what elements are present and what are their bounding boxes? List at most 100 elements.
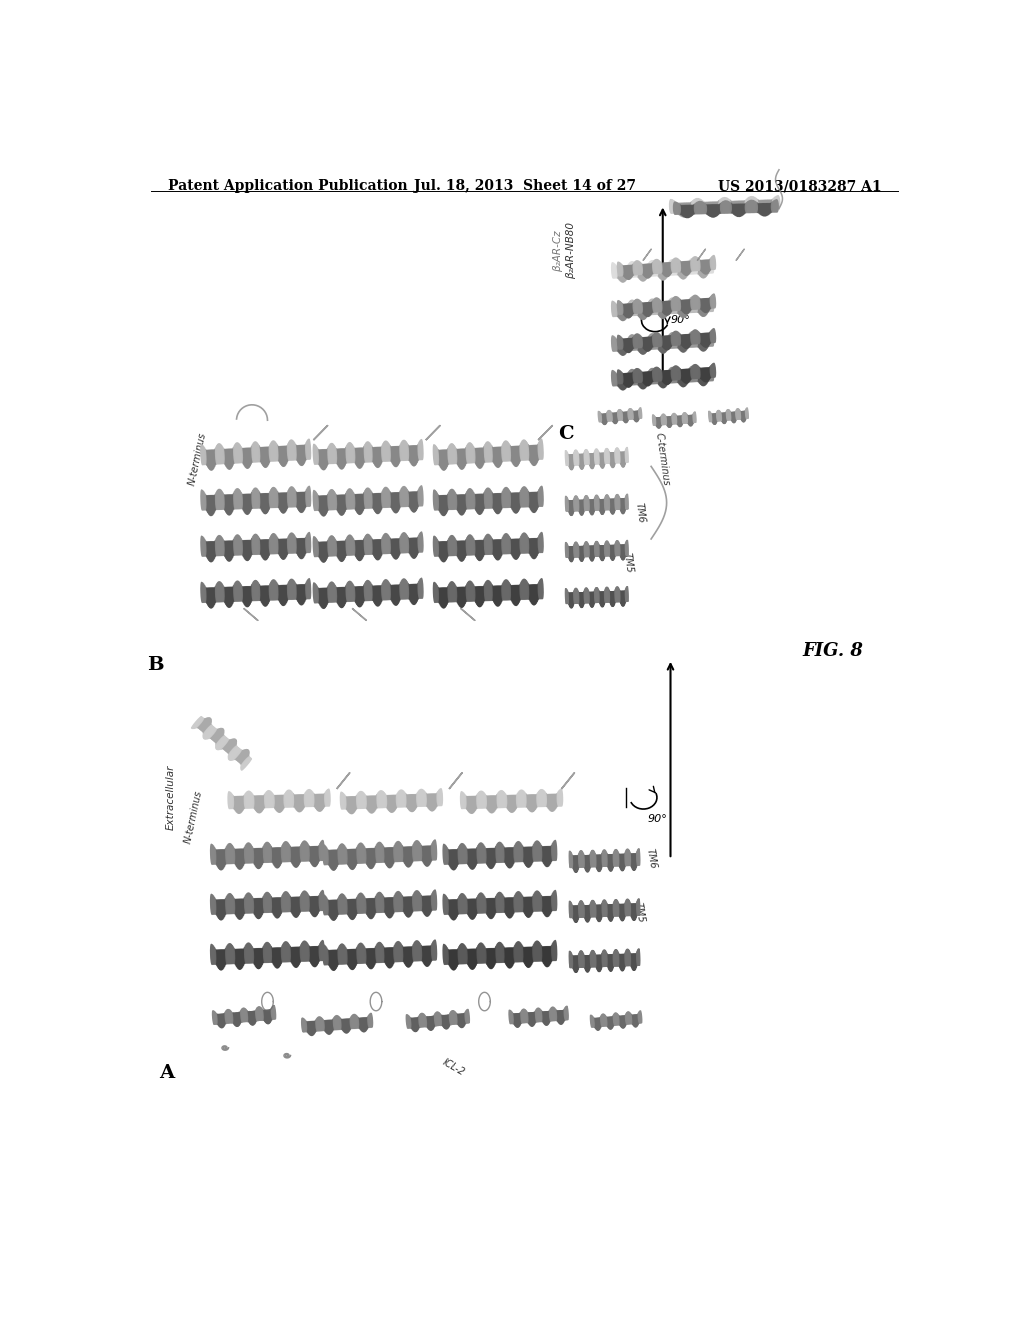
Ellipse shape (703, 335, 706, 351)
Ellipse shape (627, 495, 628, 510)
Ellipse shape (617, 305, 621, 318)
Ellipse shape (309, 1022, 311, 1035)
Ellipse shape (615, 949, 617, 966)
Ellipse shape (581, 950, 582, 968)
Ellipse shape (598, 451, 600, 463)
Ellipse shape (428, 1016, 431, 1030)
Ellipse shape (367, 442, 369, 462)
Ellipse shape (253, 536, 255, 554)
Ellipse shape (648, 371, 650, 384)
Ellipse shape (613, 1015, 615, 1026)
Ellipse shape (238, 949, 240, 969)
Ellipse shape (672, 370, 674, 380)
Ellipse shape (230, 495, 232, 512)
Ellipse shape (209, 541, 212, 562)
Ellipse shape (573, 906, 574, 920)
Ellipse shape (453, 950, 455, 970)
Ellipse shape (682, 300, 684, 313)
Ellipse shape (333, 950, 335, 970)
Ellipse shape (355, 449, 357, 466)
Ellipse shape (730, 412, 732, 420)
Ellipse shape (584, 906, 585, 917)
Ellipse shape (575, 496, 577, 511)
Ellipse shape (633, 854, 634, 870)
Ellipse shape (346, 899, 348, 913)
Ellipse shape (580, 454, 581, 469)
Ellipse shape (516, 494, 519, 512)
Ellipse shape (240, 849, 243, 869)
Ellipse shape (344, 495, 346, 510)
Ellipse shape (329, 491, 331, 510)
Ellipse shape (631, 409, 632, 420)
Ellipse shape (234, 1012, 237, 1027)
Ellipse shape (477, 541, 479, 560)
Ellipse shape (307, 1022, 309, 1034)
Ellipse shape (382, 491, 384, 507)
Ellipse shape (451, 1012, 453, 1024)
Ellipse shape (528, 492, 530, 507)
Ellipse shape (544, 846, 546, 865)
Ellipse shape (478, 845, 480, 863)
Ellipse shape (620, 451, 621, 463)
Ellipse shape (449, 585, 451, 602)
Ellipse shape (601, 591, 602, 607)
Ellipse shape (250, 447, 252, 465)
Ellipse shape (511, 1012, 513, 1023)
Ellipse shape (410, 946, 413, 964)
Ellipse shape (326, 791, 328, 807)
Ellipse shape (580, 593, 581, 606)
Ellipse shape (518, 842, 521, 862)
Ellipse shape (442, 541, 444, 561)
Ellipse shape (608, 904, 610, 920)
Ellipse shape (539, 536, 541, 553)
Ellipse shape (347, 797, 349, 812)
Ellipse shape (208, 729, 216, 738)
Ellipse shape (607, 412, 609, 421)
Ellipse shape (525, 795, 528, 807)
Ellipse shape (695, 202, 698, 214)
Ellipse shape (231, 541, 233, 557)
Ellipse shape (385, 796, 387, 808)
Ellipse shape (373, 949, 375, 966)
Ellipse shape (644, 304, 647, 318)
Ellipse shape (589, 906, 590, 919)
Ellipse shape (233, 583, 236, 601)
Ellipse shape (611, 545, 612, 560)
Ellipse shape (702, 371, 705, 385)
Ellipse shape (637, 339, 640, 351)
Ellipse shape (246, 449, 248, 469)
Ellipse shape (485, 490, 487, 508)
Ellipse shape (596, 495, 597, 511)
Ellipse shape (525, 488, 527, 507)
Ellipse shape (311, 792, 313, 807)
Ellipse shape (624, 591, 625, 605)
Ellipse shape (252, 795, 254, 808)
Ellipse shape (607, 495, 609, 510)
Ellipse shape (394, 843, 397, 862)
Ellipse shape (392, 492, 394, 511)
Ellipse shape (572, 855, 573, 869)
Ellipse shape (369, 899, 371, 919)
Ellipse shape (680, 371, 682, 387)
Ellipse shape (272, 1006, 274, 1019)
Ellipse shape (698, 202, 701, 214)
Ellipse shape (273, 581, 276, 599)
Ellipse shape (319, 496, 323, 515)
Ellipse shape (305, 891, 307, 911)
Ellipse shape (545, 896, 548, 916)
Ellipse shape (276, 585, 279, 599)
Ellipse shape (516, 842, 518, 862)
Ellipse shape (626, 900, 627, 916)
Ellipse shape (561, 1011, 562, 1024)
Ellipse shape (247, 540, 249, 560)
Ellipse shape (275, 898, 279, 917)
Ellipse shape (636, 261, 638, 275)
Ellipse shape (429, 946, 431, 964)
Ellipse shape (518, 892, 520, 912)
Ellipse shape (578, 906, 579, 919)
Ellipse shape (571, 854, 572, 867)
Ellipse shape (220, 850, 222, 870)
Ellipse shape (203, 726, 212, 737)
Ellipse shape (241, 758, 251, 770)
Ellipse shape (653, 300, 656, 312)
